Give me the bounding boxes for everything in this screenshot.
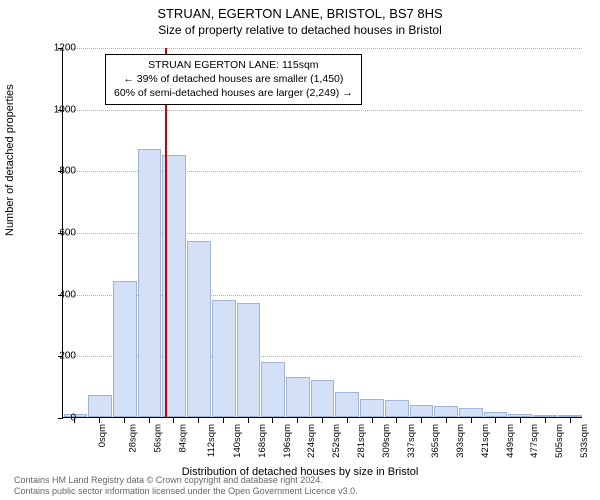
x-axis-ticks: 0sqm 28sqm 56sqm 84sqm 112sqm 140sqm 168sqm 196… — [62, 418, 582, 458]
histogram-bar — [237, 303, 261, 417]
x-tick-label: 477sqm — [529, 424, 540, 458]
x-tick-label: 224sqm — [306, 424, 317, 458]
histogram-bar — [311, 380, 335, 417]
histogram-bar — [459, 408, 483, 417]
histogram-bar — [434, 406, 458, 417]
x-tick-label: 56sqm — [152, 424, 163, 453]
x-tick-label: 28sqm — [128, 424, 139, 453]
x-tick-label: 337sqm — [405, 424, 416, 458]
footer-line1: Contains HM Land Registry data © Crown c… — [14, 475, 358, 486]
histogram-bar — [533, 415, 557, 417]
x-tick-label: 252sqm — [331, 424, 342, 458]
x-tick-label: 0sqm — [98, 424, 109, 447]
x-tick-label: 309sqm — [381, 424, 392, 458]
histogram-bar — [410, 405, 434, 417]
footer-attribution: Contains HM Land Registry data © Crown c… — [14, 475, 358, 497]
histogram-bar — [558, 415, 582, 417]
x-tick-label: 112sqm — [207, 424, 218, 457]
x-tick-label: 421sqm — [480, 424, 491, 458]
y-tick-label: 600 — [46, 228, 76, 239]
x-tick-label: 449sqm — [504, 424, 515, 458]
x-tick-label: 140sqm — [232, 424, 243, 458]
property-size-chart: STRUAN, EGERTON LANE, BRISTOL, BS7 8HS S… — [0, 0, 600, 500]
histogram-bar — [484, 412, 508, 417]
y-tick-label: 400 — [46, 289, 76, 300]
x-tick-label: 196sqm — [282, 424, 293, 458]
chart-subtitle: Size of property relative to detached ho… — [0, 23, 600, 37]
y-tick-label: 800 — [46, 166, 76, 177]
x-tick-label: 533sqm — [579, 424, 590, 458]
histogram-bar — [385, 400, 409, 417]
histogram-bar — [508, 414, 532, 417]
x-tick-label: 505sqm — [554, 424, 565, 458]
y-tick-label: 200 — [46, 351, 76, 362]
histogram-bar — [261, 362, 285, 418]
chart-title: STRUAN, EGERTON LANE, BRISTOL, BS7 8HS — [0, 6, 600, 21]
histogram-bar — [360, 399, 384, 418]
histogram-bar — [212, 300, 236, 417]
legend-line2: ← 39% of detached houses are smaller (1,… — [114, 72, 353, 86]
x-tick-label: 84sqm — [177, 424, 188, 453]
x-tick-label: 393sqm — [455, 424, 466, 458]
x-tick-label: 168sqm — [257, 424, 268, 458]
legend-line1: STRUAN EGERTON LANE: 115sqm — [114, 58, 353, 72]
legend-line3: 60% of semi-detached houses are larger (… — [114, 86, 353, 100]
histogram-bar — [113, 281, 137, 417]
histogram-bar — [286, 377, 310, 417]
legend-box: STRUAN EGERTON LANE: 115sqm ← 39% of det… — [105, 54, 362, 105]
histogram-bar — [88, 395, 112, 417]
x-tick-label: 365sqm — [430, 424, 441, 458]
histogram-bar — [138, 149, 162, 417]
histogram-bar — [335, 392, 359, 417]
y-tick-label: 1000 — [46, 104, 76, 115]
y-axis-label: Number of detached properties — [4, 84, 16, 236]
y-tick-label: 1200 — [46, 43, 76, 54]
histogram-bar — [187, 241, 211, 417]
x-tick-label: 281sqm — [356, 424, 367, 458]
footer-line2: Contains public sector information licen… — [14, 486, 358, 497]
